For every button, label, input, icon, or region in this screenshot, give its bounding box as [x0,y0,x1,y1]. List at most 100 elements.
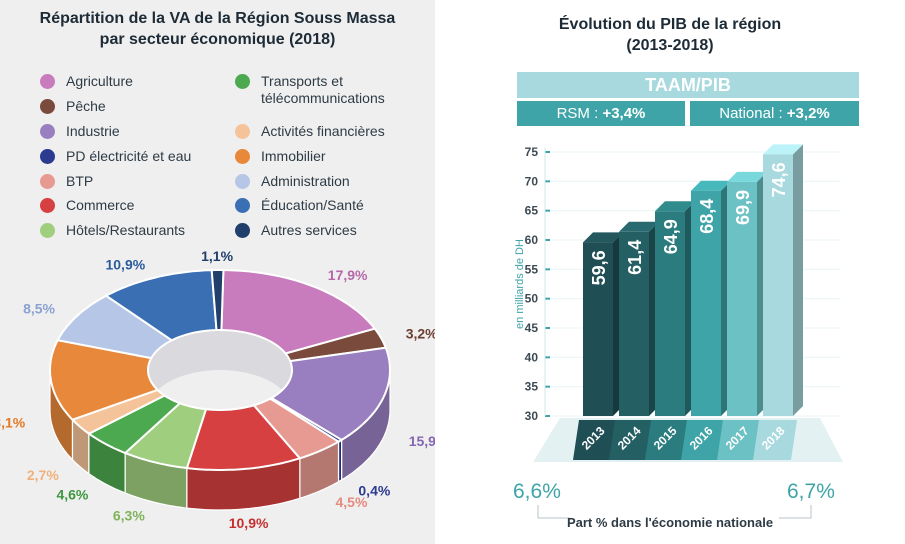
year-tile [573,420,617,460]
year-tile [645,420,689,460]
legend-label: PD électricité et eau [66,148,192,164]
donut-slice-Hôtels/Restaurants [123,402,208,470]
donut-label-0: 17,9% [328,267,368,283]
y-axis-title: en milliards de DH [514,239,526,329]
legend-swatch [40,174,55,189]
donut-label-11: 10,9% [105,257,145,273]
bar-top-2017 [727,171,767,182]
donut-panel: Répartition de la VA de la Région Souss … [0,0,435,544]
donut-label-12: 1,1% [201,248,233,264]
legend-swatch [235,149,250,164]
legend-item-btp: BTP [40,173,93,190]
donut-label-4: 4,5% [336,494,368,510]
y-tick-label: 65 [525,204,539,218]
legend-swatch [235,74,250,89]
donut-label-6: 6,3% [113,507,145,523]
donut-label-9: 13,1% [0,414,26,430]
legend-swatch [235,124,250,139]
legend-item-immobilier: Immobilier [235,148,326,165]
legend-item-administration: Administration [235,173,350,190]
share-label: Part % dans l'économie nationale [566,515,774,530]
legend-item-peche: Pêche [40,98,106,115]
bar-top-2018 [763,144,803,155]
legend-label: Administration [261,173,350,189]
gdp-title-line2: (2013-2018) [626,37,714,54]
donut-slice-Activités financières [70,388,167,435]
legend-label: Éducation/Santé [261,197,364,213]
legend-label: Pêche [66,98,106,114]
legend-label: Commerce [66,197,135,213]
legend-swatch [40,74,55,89]
legend-label: Immobilier [261,148,326,164]
legend-swatch [235,198,250,213]
legend-item-transports: Transports et télécommunications [235,73,385,107]
share-end-value: 6,7% [787,480,835,503]
legend-label: Agriculture [66,73,133,89]
legend-item-autres-services: Autres services [235,222,357,239]
rsm-growth-box: RSM : +3,4% [517,101,685,126]
legend-swatch [40,223,55,238]
rsm-value: +3,4% [602,105,646,122]
legend-item-agriculture: Agriculture [40,73,133,90]
donut-slice-Immobilier [48,339,160,421]
donut-title-line2: par secteur économique (2018) [99,31,336,48]
donut-slice-Pêche [283,327,387,363]
gdp-panel: Évolution du PIB de la région (2013-2018… [435,0,905,544]
y-tick-label: 60 [525,233,539,247]
legend-swatch [40,198,55,213]
share-bracket-left [537,505,570,519]
bar-value-label: 74,6 [769,162,789,197]
legend-item-activites-financieres: Activités financières [235,123,385,140]
donut-slice-BTP [252,397,341,460]
legend-label: Industrie [66,123,120,139]
bar-side-2018 [793,144,803,416]
donut-slice-Éducation/Santé [104,269,218,342]
bar-value-label: 68,4 [697,199,717,234]
donut-label-3: 0,4% [358,483,390,499]
donut-title-line1: Répartition de la VA de la Région Souss … [39,10,396,27]
national-prefix: National : [719,105,787,122]
year-tile [681,420,725,460]
legend-item-industrie: Industrie [40,123,120,140]
donut-hole-wall [148,330,292,410]
legend-swatch [40,149,55,164]
legend-label: Activités financières [261,123,385,139]
donut-slice-Transports et télécommunications [86,394,182,455]
donut-label-7: 4,6% [56,487,88,503]
donut-label-5: 10,9% [229,515,269,531]
taam-banner: TAAM/PIB [517,72,859,98]
bar-top-2013 [583,232,623,243]
year-tile [609,420,653,460]
donut-slice-Administration [56,294,174,360]
year-tile [717,420,761,460]
bar-2018 [763,154,793,416]
donut-slice-Industrie [269,346,392,442]
donut-slice-Agriculture [220,268,377,355]
bar-value-label: 64,9 [661,219,681,254]
legend-swatch [235,223,250,238]
y-tick-label: 70 [525,174,539,188]
bar-top-2015 [655,201,695,212]
year-tile [753,420,797,460]
rsm-prefix: RSM : [556,105,603,122]
y-tick-label: 35 [525,380,539,394]
legend-label: Hôtels/Restaurants [66,222,186,238]
y-tick-label: 40 [525,350,539,364]
y-tick-label: 50 [525,292,539,306]
share-start-value: 6,6% [513,480,561,503]
donut-slice-Commerce [185,404,302,471]
legend-item-commerce: Commerce [40,197,134,214]
bar-2013 [583,242,613,416]
donut-label-2: 15,9% [409,433,435,449]
bar-2015 [655,211,685,416]
bar-top-2016 [691,180,731,191]
legend-item-electricite-eau: PD électricité et eau [40,148,191,165]
donut-label-1: 3,2% [406,326,435,342]
y-tick-label: 45 [525,321,539,335]
legend-swatch [40,124,55,139]
y-tick-label: 55 [525,262,539,276]
donut-slice-Autres services [210,269,225,331]
gdp-bar-chart: en milliards de DH 30 35 40 45 50 55 60 65 70 75 59… [514,144,843,519]
bar-top-2014 [619,221,659,232]
donut-label-8: 2,7% [27,467,59,483]
